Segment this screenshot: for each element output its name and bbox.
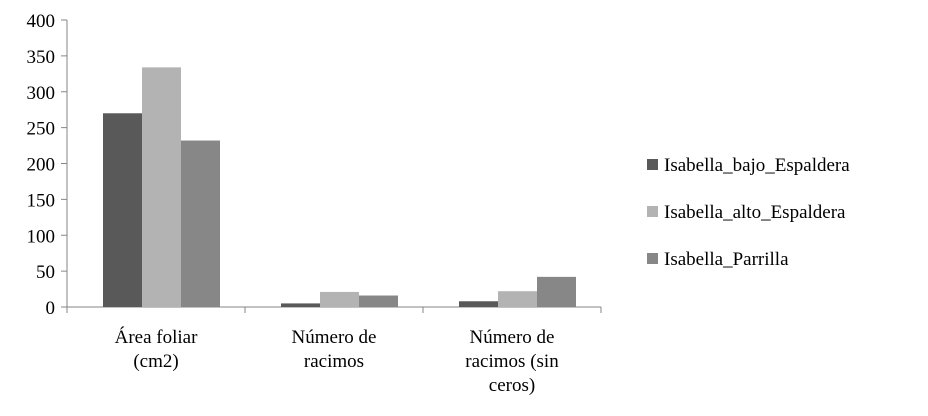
category-labels: Área foliar (cm2) Número de racimos Número d… [115,326,560,396]
category-label: Número de [470,327,555,348]
x-axis [66,306,602,313]
bar-isabella-parrilla [537,276,576,307]
y-tick-label: 300 [27,83,56,104]
bar-isabella-parrilla [359,295,398,307]
legend-swatch [647,206,658,217]
bar-isabella-parrilla [181,140,220,307]
legend-label: Isabella_Parrilla [664,249,789,270]
y-tick-label: 50 [36,262,55,283]
bar-isabella-bajo-espaldera [103,113,142,308]
bar-isabella-alto-espaldera [142,67,181,307]
bar-isabella-alto-espaldera [320,291,359,307]
category-label: ceros) [489,375,535,396]
legend-label: Isabella_bajo_Espaldera [664,155,850,176]
y-tick-label: 400 [27,11,56,32]
y-axis: 0 50 100 150 200 250 300 350 400 [27,11,68,319]
category-label: (cm2) [133,351,178,372]
legend: Isabella_bajo_Espaldera Isabella_alto_Esp… [647,155,850,270]
y-tick-label: 0 [46,298,56,319]
bar-isabella-bajo-espaldera [281,303,320,307]
legend-swatch [647,159,658,170]
category-label: Número de [292,327,377,348]
bar-isabella-bajo-espaldera [459,301,498,307]
y-tick-label: 250 [27,119,56,140]
y-tick-label: 100 [27,226,56,247]
bars [103,67,576,308]
legend-swatch [647,253,658,264]
category-label: racimos (sin [465,351,559,372]
legend-label: Isabella_alto_Espaldera [664,202,846,223]
category-label: Área foliar [115,326,198,348]
y-tick-label: 150 [27,190,56,211]
y-tick-label: 200 [27,155,56,176]
category-label: racimos [304,351,364,372]
bar-isabella-alto-espaldera [498,291,537,307]
y-tick-label: 350 [27,47,56,68]
